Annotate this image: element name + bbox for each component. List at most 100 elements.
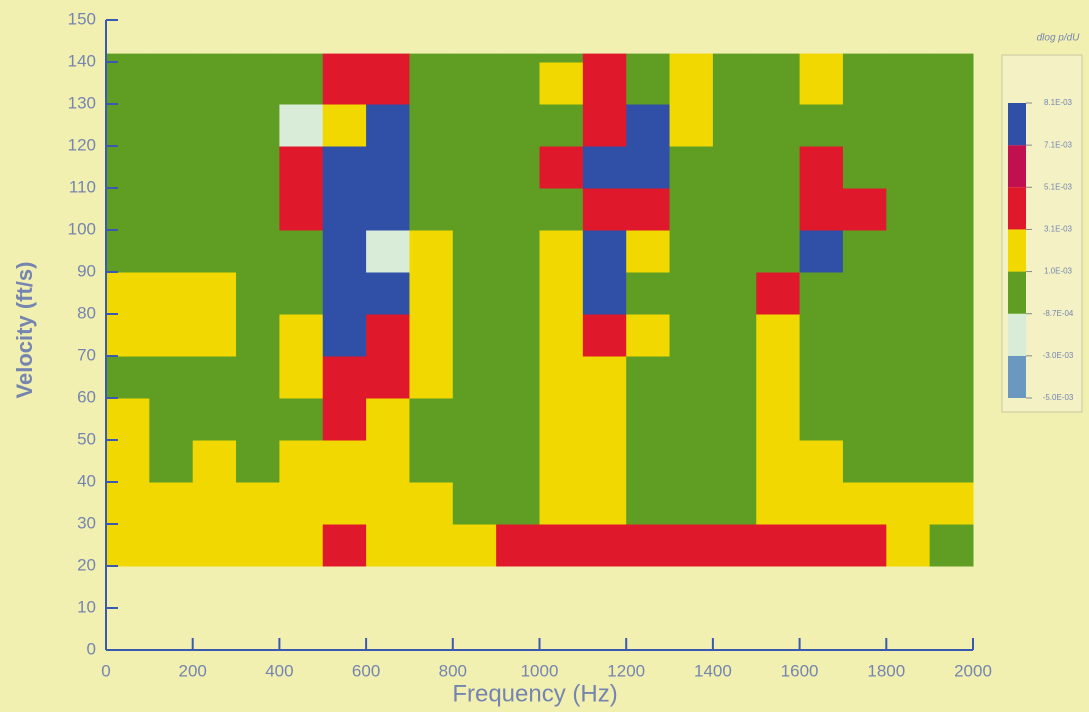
heat-cell — [149, 272, 194, 315]
heat-cell — [149, 230, 194, 273]
heat-cell — [366, 482, 410, 525]
heat-cell — [712, 356, 757, 399]
heat-cell — [582, 62, 627, 105]
heat-cell — [452, 272, 497, 315]
heat-cell — [886, 440, 931, 483]
heat-cell — [626, 230, 671, 273]
heat-cell — [626, 398, 671, 441]
heat-cell — [149, 356, 194, 399]
y-tick-label: 60 — [77, 387, 96, 406]
heat-cell — [192, 62, 237, 105]
heat-cell — [929, 356, 974, 399]
heat-cell — [539, 398, 584, 441]
heat-cell — [712, 188, 757, 231]
heat-cell — [886, 188, 931, 231]
heat-cell — [626, 104, 671, 147]
heat-cell — [669, 53, 714, 63]
colorbar-title: dlog p/dU — [1037, 33, 1081, 44]
heat-cell — [496, 440, 540, 483]
heat-cell — [886, 272, 931, 315]
heat-cell — [929, 398, 974, 441]
heat-cell — [106, 188, 150, 231]
x-tick-label: 1000 — [521, 661, 559, 680]
heat-cell — [582, 104, 627, 147]
heat-cell — [452, 482, 497, 525]
heat-cell — [409, 53, 454, 63]
colorbar-band — [1008, 145, 1026, 188]
heat-cell — [192, 440, 237, 483]
x-tick-label: 1800 — [867, 661, 905, 680]
heat-cell — [236, 188, 280, 231]
heat-cell — [149, 524, 194, 567]
heat-cell — [582, 440, 627, 483]
heat-cell — [886, 524, 931, 567]
heat-cell — [712, 53, 757, 63]
heat-cell — [322, 272, 367, 315]
heat-cell — [366, 314, 410, 357]
y-tick-label: 70 — [77, 345, 96, 364]
heat-cell — [236, 356, 280, 399]
heat-cell — [669, 62, 714, 105]
heat-cell — [106, 53, 150, 63]
colorbar-band — [1008, 313, 1026, 356]
heat-cell — [106, 272, 150, 315]
heat-cell — [452, 314, 497, 357]
heat-cell — [366, 356, 410, 399]
heat-cell — [322, 230, 367, 273]
heat-cell — [192, 482, 237, 525]
heat-cell — [539, 146, 584, 189]
heat-cell — [929, 314, 974, 357]
y-tick-label: 40 — [77, 471, 96, 490]
heat-cell — [886, 314, 931, 357]
colorbar-band — [1008, 355, 1026, 398]
heat-cell — [712, 62, 757, 105]
heat-cell — [366, 104, 410, 147]
heat-cell — [192, 230, 237, 273]
x-axis-title: Frequency (Hz) — [452, 680, 617, 707]
heat-cell — [366, 146, 410, 189]
heat-cell — [236, 230, 280, 273]
heat-cell — [799, 272, 844, 315]
heat-cell — [236, 482, 280, 525]
x-tick-label: 1200 — [607, 661, 645, 680]
heat-cell — [756, 398, 801, 441]
heat-cell — [279, 272, 324, 315]
heat-cell — [149, 482, 194, 525]
y-tick-label: 90 — [77, 261, 96, 280]
heat-cell — [842, 356, 887, 399]
heat-cell — [539, 314, 584, 357]
heat-cell — [756, 230, 801, 273]
heat-cell — [192, 104, 237, 147]
heat-cell — [756, 62, 801, 105]
heat-cell — [366, 53, 410, 63]
heat-cell — [279, 398, 324, 441]
heat-cell — [929, 146, 974, 189]
colorbar-band — [1008, 229, 1026, 272]
heat-cell — [669, 440, 714, 483]
heat-cell — [452, 356, 497, 399]
y-tick-label: 150 — [68, 9, 96, 28]
heat-cell — [279, 146, 324, 189]
heat-cell — [799, 53, 844, 63]
heat-cell — [539, 53, 584, 63]
x-tick-label: 1400 — [694, 661, 732, 680]
heat-cell — [799, 314, 844, 357]
y-axis-title: Velocity (ft/s) — [12, 262, 37, 399]
colorbar-tick-label: -3.0E-03 — [1043, 351, 1074, 360]
heat-cell — [582, 482, 627, 525]
heat-cell — [496, 230, 540, 273]
heat-cell — [756, 482, 801, 525]
heat-cell — [106, 440, 150, 483]
heat-cell — [106, 62, 150, 105]
heat-cell — [409, 272, 454, 315]
heat-cell — [582, 524, 627, 567]
y-tick-label: 80 — [77, 303, 96, 322]
heat-cell — [496, 53, 540, 63]
heat-cell — [539, 356, 584, 399]
colorbar-tick-label: 1.0E-03 — [1044, 267, 1073, 276]
heat-cell — [842, 482, 887, 525]
heat-cell — [496, 62, 540, 105]
heat-cell — [149, 146, 194, 189]
heat-cell — [756, 440, 801, 483]
